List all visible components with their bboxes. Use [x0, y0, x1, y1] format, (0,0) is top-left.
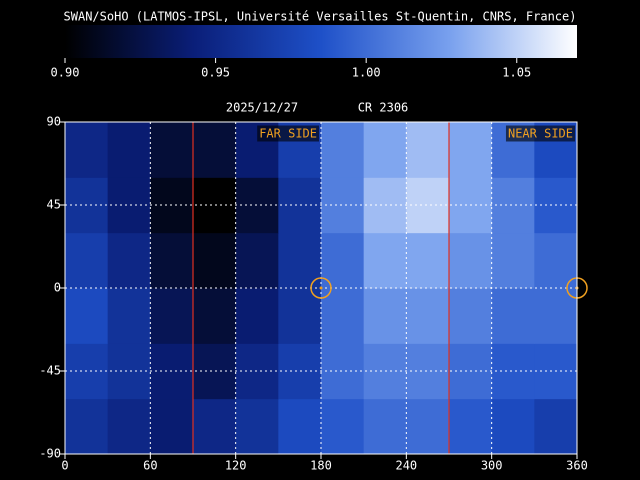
- heatmap-cell: [107, 232, 151, 289]
- heatmap-cell: [107, 343, 151, 400]
- heatmap-cell: [321, 343, 365, 400]
- marker: [310, 277, 332, 299]
- heatmap-cell: [321, 398, 365, 455]
- colorbar: [65, 25, 577, 58]
- heatmap-cell: [363, 398, 407, 455]
- heatmap-cell: [193, 232, 237, 289]
- heatmap-cell: [65, 122, 109, 178]
- heatmap-cell: [65, 232, 109, 289]
- heatmap-cell: [321, 232, 365, 289]
- heatmap-cell: [235, 177, 279, 234]
- heatmap-cell: [278, 398, 322, 455]
- annotation: NEAR SIDE: [508, 127, 573, 141]
- y-tick-label: 0: [54, 281, 61, 295]
- heatmap-cell: [150, 288, 194, 344]
- heatmap-cell: [193, 398, 237, 455]
- heatmap-cell: [363, 122, 407, 178]
- y-tick-label: 45: [47, 198, 61, 212]
- plot-frame: [64, 121, 578, 455]
- heatmap-cell: [321, 177, 365, 234]
- heatmap-cell: [406, 122, 450, 178]
- heatmap-cell: [406, 232, 450, 289]
- heatmap-cell: [107, 288, 151, 344]
- y-tick-label: -90: [39, 447, 61, 461]
- colorbar-tick-label: 0.90: [51, 66, 80, 80]
- x-tick-label: 360: [566, 459, 588, 473]
- heatmap-cell: [406, 398, 450, 455]
- heatmap-cell: [150, 232, 194, 289]
- heatmap-cell: [150, 122, 194, 178]
- heatmap-cell: [278, 232, 322, 289]
- annotation: FAR SIDE: [259, 127, 317, 141]
- heatmap-cell: [491, 177, 535, 234]
- heatmap-cell: [193, 343, 237, 400]
- heatmap-cell: [406, 177, 450, 234]
- heatmap-cell: [150, 398, 194, 455]
- marker-center: [319, 286, 323, 290]
- rotation: CR 2306: [358, 101, 409, 115]
- heatmap-cell: [193, 122, 237, 178]
- heatmap-cell: [193, 177, 237, 234]
- colorbar-tick-label: 1.00: [352, 66, 381, 80]
- heatmap-cell: [449, 288, 493, 344]
- annotation-box: [505, 125, 575, 142]
- heatmap-cell: [65, 398, 109, 455]
- x-tick-label: 240: [395, 459, 417, 473]
- annotation-box: [257, 125, 319, 142]
- x-tick-label: 0: [61, 459, 68, 473]
- y-tick-label: 90: [47, 115, 61, 129]
- date: 2025/12/27: [226, 101, 298, 115]
- heatmap-cell: [406, 288, 450, 344]
- heatmap-cell: [321, 122, 365, 178]
- heatmap-cell: [449, 122, 493, 178]
- heatmap-cell: [491, 343, 535, 400]
- heatmap-cell: [235, 232, 279, 289]
- colorbar-tick-label: 0.95: [201, 66, 230, 80]
- heatmap-cell: [235, 288, 279, 344]
- x-tick-label: 120: [225, 459, 247, 473]
- heatmap-cell: [534, 398, 578, 455]
- heatmap-cell: [107, 398, 151, 455]
- heatmap-cell: [235, 398, 279, 455]
- colorbar-tick-label: 1.05: [502, 66, 531, 80]
- heatmap-cell: [449, 232, 493, 289]
- heatmap-cell: [491, 288, 535, 344]
- heatmap-cell: [107, 122, 151, 178]
- heatmap-cell: [491, 232, 535, 289]
- x-tick-label: 60: [143, 459, 157, 473]
- heatmap-cell: [278, 288, 322, 344]
- heatmap-cell: [363, 232, 407, 289]
- heatmap-cell: [65, 288, 109, 344]
- heatmap-cell: [534, 232, 578, 289]
- heatmap-cell: [321, 288, 365, 344]
- y-tick-label: -45: [39, 364, 61, 378]
- heatmap-cell: [193, 288, 237, 344]
- heatmap-cell: [107, 177, 151, 234]
- heatmap-cell: [534, 288, 578, 344]
- heatmap-cell: [406, 343, 450, 400]
- x-tick-label: 180: [310, 459, 332, 473]
- heatmap-cell: [449, 398, 493, 455]
- heatmap-cell: [235, 343, 279, 400]
- x-tick-label: 300: [481, 459, 503, 473]
- heatmap-cell: [491, 398, 535, 455]
- chart-title: SWAN/SoHO (LATMOS-IPSL, Université Versa…: [64, 10, 577, 24]
- heatmap-cell: [363, 288, 407, 344]
